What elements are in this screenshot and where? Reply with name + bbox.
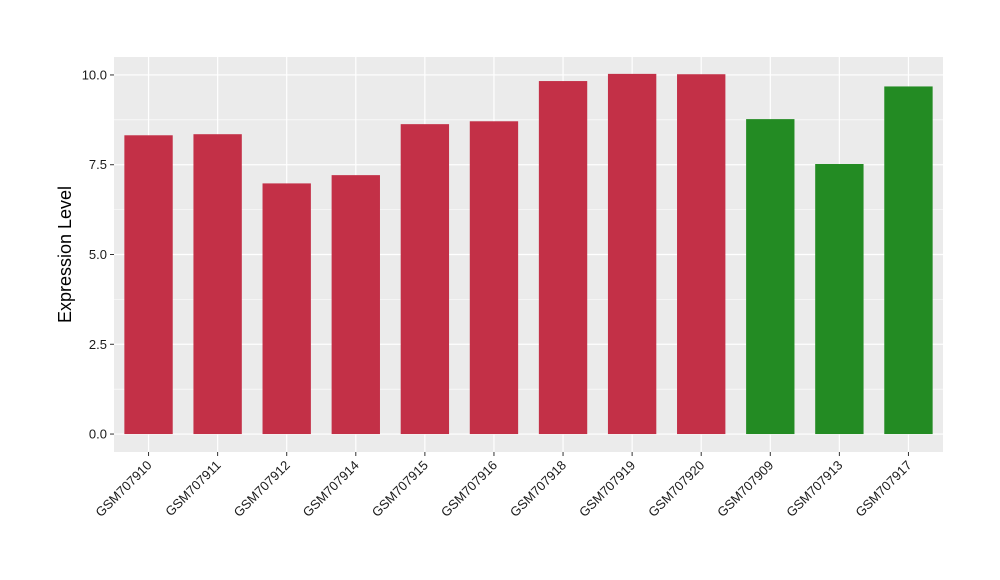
y-tick-label: 2.5 <box>89 337 107 352</box>
bar-GSM707915 <box>400 124 450 435</box>
bar-GSM707916 <box>469 121 519 435</box>
bar-GSM707914 <box>331 175 380 435</box>
bar-GSM707919 <box>607 73 657 435</box>
bar-GSM707912 <box>262 183 311 435</box>
x-tick-label: GSM707914 <box>300 458 362 520</box>
x-tick-label: GSM707915 <box>369 458 431 520</box>
y-axis: 0.0 2.5 5.0 7.5 10.0 <box>82 67 114 442</box>
x-tick-label: GSM707913 <box>783 458 845 520</box>
x-tick-label: GSM707917 <box>852 458 914 520</box>
x-tick-label: GSM707919 <box>576 458 638 520</box>
bar-GSM707909 <box>746 119 795 435</box>
y-tick-label: 10.0 <box>82 67 107 82</box>
minor-gridlines <box>114 119 943 390</box>
x-tick-label: GSM707920 <box>645 458 707 520</box>
bar-GSM707917 <box>884 86 933 435</box>
x-tick-label: GSM707910 <box>92 458 154 520</box>
x-tick-label: GSM707916 <box>438 458 500 520</box>
y-tick-label: 0.0 <box>89 427 107 442</box>
x-tick-label: GSM707909 <box>714 458 776 520</box>
x-axis: GSM707910 GSM707911 GSM707912 GSM707914 GSM7… <box>92 452 915 520</box>
x-tick-label: GSM707912 <box>231 458 293 520</box>
y-tick-label: 7.5 <box>89 157 107 172</box>
y-axis-title: Expression Level <box>55 186 75 323</box>
bar-GSM707918 <box>538 81 588 435</box>
bars <box>124 73 933 435</box>
bar-GSM707913 <box>815 164 864 435</box>
y-tick-label: 5.0 <box>89 247 107 262</box>
bar-GSM707910 <box>124 135 173 435</box>
x-tick-label: GSM707918 <box>507 458 569 520</box>
x-tick-label: GSM707911 <box>162 458 224 520</box>
bar-GSM707920 <box>677 74 726 435</box>
bar-GSM707911 <box>193 134 242 435</box>
